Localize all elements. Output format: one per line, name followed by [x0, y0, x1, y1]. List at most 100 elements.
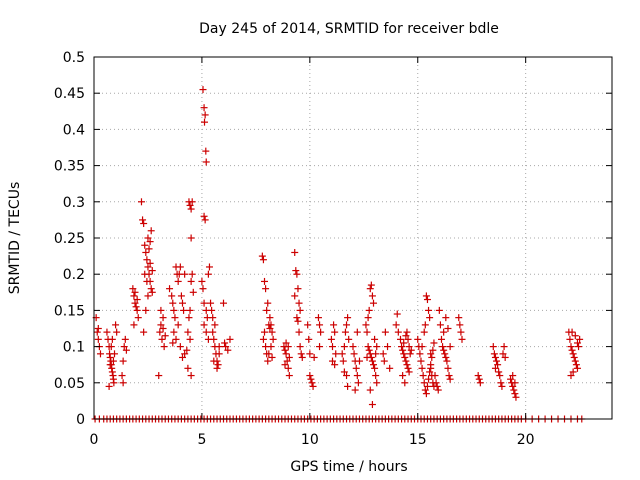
data-point [351, 386, 359, 394]
data-point [110, 379, 118, 387]
data-point [493, 357, 501, 365]
data-point [400, 350, 408, 358]
data-point [511, 390, 519, 398]
data-point [443, 357, 451, 365]
data-point [307, 375, 315, 383]
data-point [429, 379, 437, 387]
data-point [141, 270, 149, 278]
data-point [441, 350, 449, 358]
data-point [567, 372, 575, 380]
data-point [159, 314, 167, 322]
data-point [497, 379, 505, 387]
data-point [199, 86, 207, 94]
y-tick-label: 0.35 [54, 159, 85, 175]
data-point [366, 386, 374, 394]
data-point [403, 361, 411, 369]
data-point [416, 350, 424, 358]
data-point [186, 306, 194, 314]
data-point [490, 350, 498, 358]
data-point [444, 364, 452, 372]
data-point [365, 346, 373, 354]
axes [93, 56, 613, 420]
data-point [419, 372, 427, 380]
data-point [176, 343, 184, 351]
data-point [398, 343, 406, 351]
data-point [338, 350, 346, 358]
y-tick-label: 0.1 [63, 340, 85, 356]
data-point [157, 321, 165, 329]
y-tick-label: 0.3 [63, 195, 85, 211]
data-point [181, 270, 189, 278]
data-point [575, 343, 583, 351]
data-point [573, 364, 581, 372]
data-point [570, 353, 578, 361]
data-point [370, 299, 378, 307]
x-tick-label: 15 [409, 432, 427, 448]
data-point [327, 335, 335, 343]
data-point [401, 379, 409, 387]
data-point [306, 350, 314, 358]
data-point [176, 263, 184, 271]
data-point [420, 379, 428, 387]
data-point [214, 361, 222, 369]
data-point [148, 288, 156, 296]
data-point [268, 353, 276, 361]
data-point [458, 335, 466, 343]
data-point [200, 212, 208, 220]
data-point [509, 382, 517, 390]
data-point [350, 350, 358, 358]
data-point [146, 259, 154, 267]
data-point [140, 328, 148, 336]
data-point [262, 285, 270, 293]
data-point [198, 277, 206, 285]
data-point [402, 357, 410, 365]
data-point [170, 306, 178, 314]
data-point [405, 368, 413, 376]
data-point [418, 364, 426, 372]
data-point [200, 299, 208, 307]
data-point [442, 314, 450, 322]
data-point [425, 306, 433, 314]
data-point [133, 306, 141, 314]
data-point [572, 361, 580, 369]
data-point [491, 353, 499, 361]
data-point [317, 328, 325, 336]
data-point [373, 343, 381, 351]
data-point [509, 372, 517, 380]
data-point [204, 270, 212, 278]
data-point [340, 343, 348, 351]
data-point [107, 343, 115, 351]
data-point [304, 321, 312, 329]
data-point [498, 382, 506, 390]
data-point [455, 314, 463, 322]
data-point [109, 357, 117, 365]
data-point [437, 335, 445, 343]
data-point [571, 332, 579, 340]
data-point [456, 321, 464, 329]
data-point [567, 343, 575, 351]
y-tick-label: 0 [76, 412, 85, 428]
data-point [130, 292, 138, 300]
data-point [118, 372, 126, 380]
data-point [168, 292, 176, 300]
data-point [108, 368, 116, 376]
data-point [155, 372, 163, 380]
data-point [404, 335, 412, 343]
data-point [475, 375, 483, 383]
data-point [298, 353, 306, 361]
data-point [341, 328, 349, 336]
data-point [172, 335, 180, 343]
data-point [331, 361, 339, 369]
data-point [430, 382, 438, 390]
data-point [446, 375, 454, 383]
data-point [169, 339, 177, 347]
data-point [310, 353, 318, 361]
y-tick-label: 0.2 [63, 267, 85, 283]
data-point [180, 306, 188, 314]
data-point [371, 364, 379, 372]
data-point [130, 321, 138, 329]
data-point [510, 386, 518, 394]
data-point [316, 343, 324, 351]
data-point [210, 335, 218, 343]
data-point [381, 328, 389, 336]
